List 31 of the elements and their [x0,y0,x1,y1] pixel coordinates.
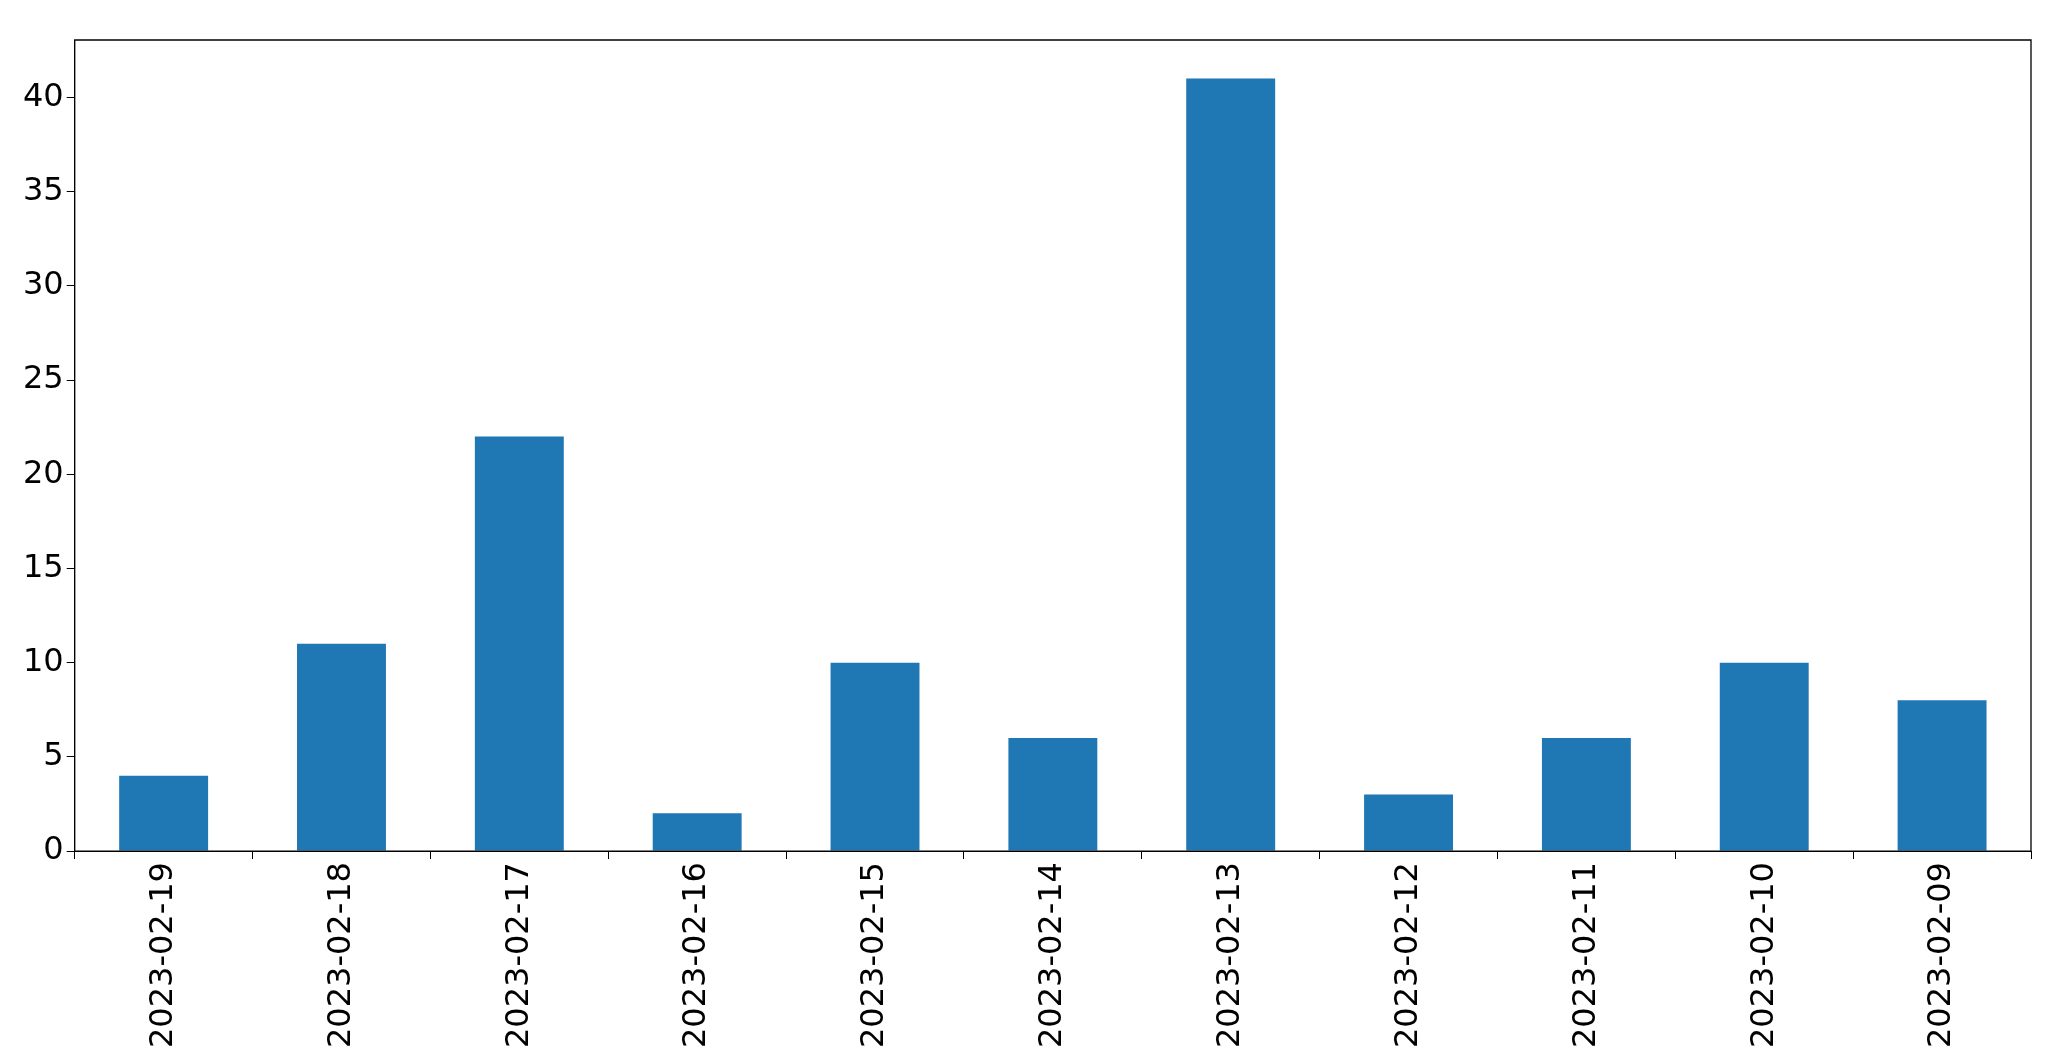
y-tick-label: 30 [23,264,64,303]
y-tick-label: 20 [23,452,64,491]
x-tick-label: 2023-02-12 [1386,862,1425,1048]
x-tick-label: 2023-02-13 [1209,862,1248,1048]
bar [1897,700,1987,851]
y-tick-label: 0 [43,829,64,868]
y-tick-label: 15 [23,546,64,585]
x-tick-label: 2023-02-16 [675,862,714,1048]
bar [119,775,209,851]
x-tick-label: 2023-02-17 [497,862,536,1048]
x-tick-label: 2023-02-19 [141,862,180,1048]
x-tick-label: 2023-02-10 [1742,862,1781,1048]
bar [1719,662,1809,851]
bar [1364,794,1454,851]
x-tick-label: 2023-02-15 [853,862,892,1048]
y-tick-label: 35 [23,169,64,208]
y-tick-label: 40 [23,75,64,114]
y-tick-label: 10 [23,640,64,679]
bar [830,662,920,851]
bar [1186,78,1276,851]
x-tick-label: 2023-02-09 [1920,862,1959,1048]
x-tick-label: 2023-02-11 [1564,862,1603,1048]
bar [1008,738,1098,851]
bar [1541,738,1631,851]
bar [652,813,742,851]
bar [297,643,386,851]
bar [474,436,564,851]
y-tick-label: 25 [23,358,64,397]
x-tick-label: 2023-02-18 [319,862,358,1048]
y-tick-label: 5 [43,735,64,774]
x-tick-label: 2023-02-14 [1031,862,1070,1048]
